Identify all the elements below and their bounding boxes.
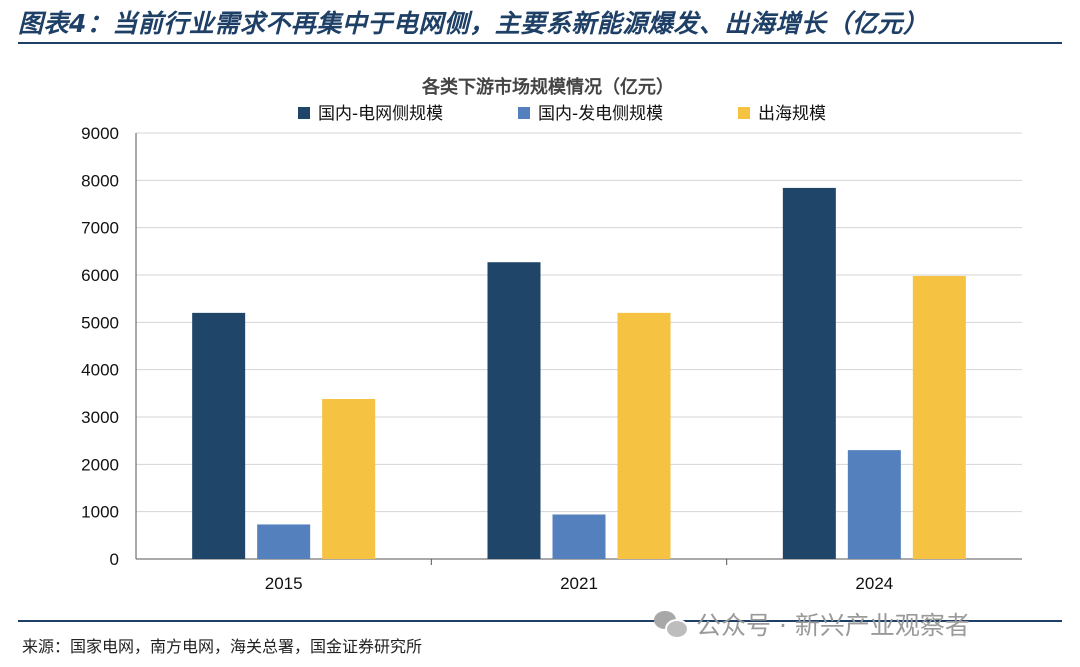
title-divider xyxy=(18,42,1062,44)
bar-2015-series-2 xyxy=(257,524,311,559)
y-tick-label-2: 1000 xyxy=(81,503,119,522)
legend-swatch-3 xyxy=(738,107,750,119)
y-tick-label-6: 5000 xyxy=(81,313,119,332)
bar-2024-series-2 xyxy=(847,450,901,559)
y-tick-label-9: 8000 xyxy=(81,171,119,190)
wechat-icon xyxy=(654,611,689,639)
watermark: 公众号 · 新兴产业观察者 xyxy=(654,606,970,642)
y-tick-label-3: 2000 xyxy=(81,455,119,474)
x-tick-label-2015: 2015 xyxy=(265,574,303,593)
source-note: 来源：国家电网，南方电网，海关总署，国金证券研究所 xyxy=(22,637,423,656)
chart-title: 各类下游市场规模情况（亿元） xyxy=(421,76,674,98)
bar-2015-series-1 xyxy=(192,312,246,559)
x-tick-label-2021: 2021 xyxy=(560,574,598,593)
bar-2021-series-2 xyxy=(552,514,606,559)
bar-2015-series-3 xyxy=(322,399,376,559)
y-tick-label-1: 0 xyxy=(110,550,119,569)
legend-label-3: 出海规模 xyxy=(758,104,826,124)
bar-2021-series-1 xyxy=(487,262,541,559)
legend-swatch-2 xyxy=(518,107,530,119)
x-tick-label-2024: 2024 xyxy=(855,574,893,593)
legend-label-1: 国内-电网侧规模 xyxy=(318,104,443,124)
y-tick-label-7: 6000 xyxy=(81,266,119,285)
footer-divider xyxy=(18,620,1062,622)
bar-chart: 各类下游市场规模情况（亿元） 国内-电网侧规模 国内-发电侧规模 出海规模 0 1000 2… xyxy=(81,76,1022,593)
legend-swatch-1 xyxy=(298,107,310,119)
figure-title: 图表4：当前行业需求不再集中于电网侧，主要系新能源爆发、出海增长（亿元） xyxy=(18,9,929,38)
bar-2021-series-3 xyxy=(617,312,671,559)
y-tick-label-10: 9000 xyxy=(81,124,119,143)
bar-2024-series-3 xyxy=(912,275,966,559)
y-tick-label-4: 3000 xyxy=(81,408,119,427)
watermark-text: 公众号 · 新兴产业观察者 xyxy=(696,611,970,640)
y-tick-label-5: 4000 xyxy=(81,361,119,380)
bar-2024-series-1 xyxy=(782,187,836,559)
y-tick-label-8: 7000 xyxy=(81,219,119,238)
legend-label-2: 国内-发电侧规模 xyxy=(538,104,663,124)
